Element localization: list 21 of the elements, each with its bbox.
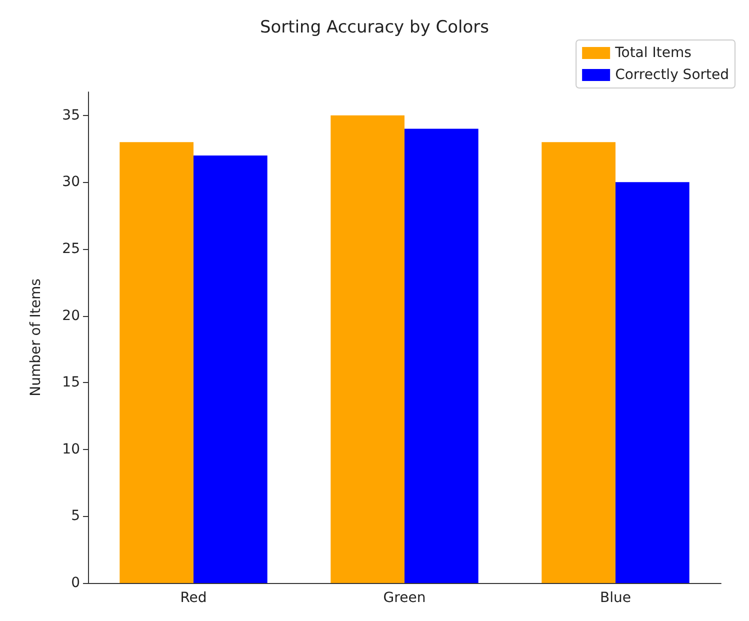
y-tick-label: 20 — [62, 308, 80, 324]
bar — [330, 115, 404, 583]
bar — [404, 128, 478, 583]
y-tick-label: 30 — [62, 174, 80, 190]
y-tick-label: 25 — [62, 240, 80, 257]
bar — [194, 155, 268, 583]
x-tick-label: Green — [383, 590, 426, 606]
bar — [120, 142, 194, 583]
y-tick-label: 0 — [71, 575, 80, 591]
bar — [542, 142, 616, 583]
x-tick-label: Blue — [600, 590, 631, 606]
chart-title: Sorting Accuracy by Colors — [260, 18, 490, 38]
x-tick-label: Red — [180, 590, 207, 606]
y-tick-label: 15 — [62, 374, 80, 391]
legend-label: Correctly Sorted — [615, 67, 729, 83]
y-axis-title: Number of Items — [28, 278, 44, 396]
bar — [616, 182, 690, 583]
legend-label: Total Items — [614, 45, 692, 61]
y-tick-label: 10 — [62, 441, 80, 458]
y-tick-label: 5 — [71, 508, 80, 524]
y-tick-label: 35 — [62, 107, 80, 124]
